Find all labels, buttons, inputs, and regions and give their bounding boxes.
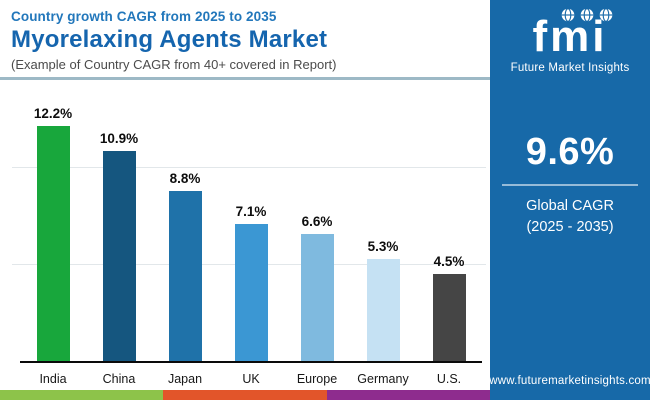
- bar-column-uk: 7.1%: [218, 91, 284, 361]
- brand-panel: fmi Future Market Insights 9.6% Global C…: [489, 0, 650, 400]
- x-axis-label: China: [102, 372, 136, 386]
- footer-strip-segment: [0, 390, 164, 400]
- page-title: Myorelaxing Agents Market: [11, 26, 328, 53]
- footer-strip-segment: [326, 390, 490, 400]
- bar-column-japan: 8.8%: [152, 91, 218, 361]
- bar: [36, 125, 70, 361]
- bar-value-label: 7.1%: [235, 204, 267, 220]
- bar: [168, 191, 202, 361]
- bar-column-germany: 5.3%: [350, 91, 416, 361]
- chart-section: Country growth CAGR from 2025 to 2035 My…: [0, 0, 490, 400]
- gridline: [12, 167, 486, 169]
- bar-column-china: 10.9%: [86, 91, 152, 361]
- bar-value-label: 12.2%: [33, 105, 73, 121]
- globe-icon: [580, 8, 594, 22]
- bar-value-label: 5.3%: [367, 238, 399, 254]
- bar-value-label: 10.9%: [99, 130, 139, 146]
- global-cagr-years: (2025 - 2035): [526, 218, 614, 235]
- globe-icon: [561, 8, 575, 22]
- logo-globes: [545, 8, 630, 22]
- bar: [234, 224, 268, 361]
- bar-column-india: 12.2%: [20, 91, 86, 361]
- bar: [366, 258, 400, 361]
- footer-strip-segment: [163, 390, 327, 400]
- chart-kicker: Country growth CAGR from 2025 to 2035: [11, 9, 277, 24]
- bar: [102, 150, 136, 361]
- x-axis-label: India: [39, 372, 67, 386]
- x-axis-label: Germany: [357, 372, 409, 386]
- fmi-logo-subtext: Future Market Insights: [510, 62, 630, 74]
- globe-icon: [599, 8, 613, 22]
- bar: [300, 233, 334, 361]
- x-axis-label: UK: [242, 372, 260, 386]
- global-cagr-label: Global CAGR: [526, 197, 614, 214]
- bar-chart: 12.2% 10.9% 8.8% 7.1% 6.6% 5.3% 4.5% India Chin…: [0, 80, 490, 390]
- website-link[interactable]: www.futuremarketinsights.com: [489, 375, 650, 387]
- bars-container: 12.2% 10.9% 8.8% 7.1% 6.6% 5.3% 4.5%: [20, 91, 482, 361]
- fmi-logo-text: fmi: [532, 12, 608, 61]
- bar-column-europe: 6.6%: [284, 91, 350, 361]
- bar-column-us: 4.5%: [416, 91, 482, 361]
- global-cagr-value: 9.6%: [525, 130, 615, 173]
- x-axis-label: Europe: [296, 372, 338, 386]
- x-axis-label: U.S.: [436, 372, 462, 386]
- bar: [432, 274, 466, 361]
- plot-area: 12.2% 10.9% 8.8% 7.1% 6.6% 5.3% 4.5%: [12, 91, 486, 363]
- fmi-logo: fmi Future Market Insights: [511, 8, 630, 75]
- cagr-divider: [502, 183, 638, 186]
- chart-header: Country growth CAGR from 2025 to 2035 My…: [0, 0, 490, 80]
- bar-value-label: 6.6%: [301, 213, 333, 229]
- bar-value-label: 8.8%: [169, 171, 201, 187]
- x-axis-labels: India China Japan UK Europe Germany U.S.: [20, 372, 482, 386]
- chart-note: (Example of Country CAGR from 40+ covere…: [11, 57, 337, 72]
- global-cagr-block: 9.6% Global CAGR (2025 - 2035): [502, 131, 638, 238]
- x-axis-label: Japan: [167, 372, 203, 386]
- bar-value-label: 4.5%: [433, 254, 465, 270]
- footer-color-strip: [0, 390, 490, 400]
